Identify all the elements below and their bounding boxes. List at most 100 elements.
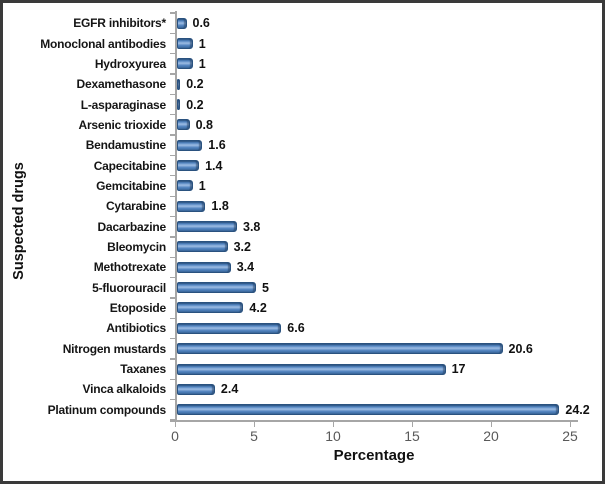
- x-axis-line: [170, 420, 578, 422]
- y-axis-tick: [170, 256, 175, 258]
- bar-area: 1: [175, 179, 602, 193]
- category-label: Taxanes: [120, 362, 166, 377]
- y-axis-tick: [170, 419, 175, 421]
- x-axis-title: Percentage: [333, 447, 415, 464]
- bar: [177, 58, 193, 70]
- bar-area: 20.6: [175, 342, 602, 356]
- bar-area: 17: [175, 362, 602, 376]
- y-axis-tick: [170, 337, 175, 340]
- y-axis-tick: [170, 175, 175, 177]
- x-axis-tick: [333, 421, 335, 427]
- chart-row: Bleomycin 3.2: [3, 237, 602, 257]
- chart-row: Bendamustine 1.6: [3, 135, 602, 155]
- category-label: Capecitabine: [93, 158, 166, 173]
- x-tick-label: 5: [250, 428, 258, 444]
- y-axis-tick: [170, 399, 175, 401]
- bar: [177, 363, 446, 375]
- category-label: EGFR inhibitors*: [73, 16, 166, 31]
- chart-row: Arsenic trioxide 0.8: [3, 115, 602, 135]
- category-label: Gemcitabine: [96, 178, 166, 193]
- bar-area: 0.2: [175, 77, 602, 91]
- category-label: Methotrexate: [93, 260, 166, 275]
- x-axis-tick: [412, 421, 414, 427]
- value-label: 3.4: [236, 260, 255, 275]
- chart-row: Etoposide 4.2: [3, 298, 602, 318]
- x-tick-label: 10: [325, 428, 341, 444]
- bar-area: 6.6: [175, 321, 602, 335]
- value-label: 17: [451, 362, 466, 377]
- y-axis-tick: [170, 53, 175, 55]
- category-label: Bendamustine: [85, 138, 166, 153]
- bar: [177, 99, 181, 111]
- value-label: 0.2: [186, 97, 204, 112]
- bar: [177, 241, 228, 253]
- x-axis-tick: [254, 421, 256, 427]
- category-label: L-asparaginase: [80, 97, 166, 112]
- bar-area: 5: [175, 281, 602, 295]
- value-label: 1.4: [205, 158, 223, 173]
- bar-area: 0.8: [175, 118, 602, 132]
- value-label: 6.6: [287, 321, 305, 336]
- chart-row: 5-fluorouracil 5: [3, 277, 602, 297]
- y-axis-tick: [170, 215, 175, 218]
- chart-row: Dexamethasone 0.2: [3, 74, 602, 94]
- chart-row: EGFR inhibitors* 0.6: [3, 13, 602, 33]
- x-tick-label: 0: [171, 428, 179, 444]
- chart-row: Cytarabine 1.8: [3, 196, 602, 216]
- y-axis-tick: [170, 73, 175, 75]
- value-label: 0.8: [195, 117, 213, 132]
- value-label: 1: [198, 178, 206, 193]
- category-label: Platinum compounds: [47, 402, 167, 417]
- y-axis-tick: [170, 358, 175, 360]
- bar-area: 1.6: [175, 138, 602, 152]
- bar: [177, 38, 193, 50]
- value-label: 0.6: [192, 16, 210, 31]
- chart-row: Nitrogen mustards 20.6: [3, 339, 602, 359]
- category-label: Hydroxyurea: [94, 56, 166, 71]
- value-label: 5: [262, 280, 269, 295]
- bar: [177, 17, 187, 29]
- bar: [177, 404, 560, 416]
- x-tick-label: 20: [483, 428, 499, 444]
- value-label: 0.2: [186, 77, 204, 92]
- x-axis-tick: [175, 421, 177, 427]
- chart-row: Methotrexate 3.4: [3, 257, 602, 277]
- category-label: Dexamethasone: [76, 77, 167, 92]
- chart-row: Capecitabine 1.4: [3, 155, 602, 175]
- y-axis-tick: [170, 236, 175, 238]
- category-label: Monoclonal antibodies: [40, 36, 166, 51]
- bar-area: 1.8: [175, 199, 602, 213]
- category-label: Vinca alkaloids: [82, 382, 167, 397]
- bar-area: 1.4: [175, 159, 602, 173]
- bar-area: 1: [175, 37, 602, 51]
- chart-row: Gemcitabine 1: [3, 176, 602, 196]
- chart-row: Platinum compounds 24.2: [3, 400, 602, 420]
- x-axis-tick: [570, 421, 572, 427]
- y-axis-tick: [170, 12, 175, 14]
- chart-row: Vinca alkaloids 2.4: [3, 379, 602, 399]
- y-axis-tick: [170, 378, 175, 380]
- category-label: Bleomycin: [107, 239, 166, 254]
- bar: [177, 160, 200, 172]
- x-tick-label: 15: [404, 428, 420, 444]
- category-label: Etoposide: [109, 300, 166, 315]
- value-label: 2.4: [220, 382, 239, 397]
- bar-area: 3.8: [175, 220, 602, 234]
- y-axis-tick: [170, 317, 175, 319]
- bar: [177, 322, 282, 334]
- y-axis-line: [175, 11, 177, 421]
- bar: [177, 302, 244, 314]
- bar: [177, 221, 237, 233]
- value-label: 4.2: [249, 300, 267, 315]
- value-label: 1: [198, 36, 206, 51]
- chart-row: Taxanes 17: [3, 359, 602, 379]
- y-axis-tick: [170, 297, 175, 299]
- bar: [177, 180, 193, 192]
- category-label: Cytarabine: [105, 199, 166, 214]
- bar: [177, 383, 215, 395]
- value-label: 3.8: [243, 219, 261, 234]
- bar: [177, 200, 206, 212]
- bar-area: 0.6: [175, 16, 602, 30]
- bar: [177, 139, 203, 151]
